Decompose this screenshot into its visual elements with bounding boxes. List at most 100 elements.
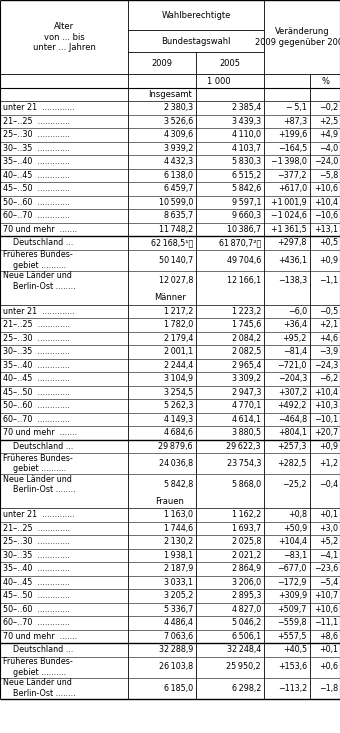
Text: 2 179,4: 2 179,4 — [164, 334, 193, 343]
Text: 11 748,2: 11 748,2 — [159, 225, 193, 234]
Text: 25 950,2: 25 950,2 — [226, 663, 261, 671]
Text: 4 614,1: 4 614,1 — [232, 415, 261, 424]
Text: 9 597,1: 9 597,1 — [232, 198, 261, 207]
Text: Insgesamt: Insgesamt — [148, 90, 192, 99]
Text: Neue Länder und
    Berlin-Ost ........: Neue Länder und Berlin-Ost ........ — [3, 678, 75, 698]
Text: 70 und mehr  .......: 70 und mehr ....... — [3, 428, 77, 438]
Text: −24,0: −24,0 — [314, 158, 338, 166]
Text: 1 782,0: 1 782,0 — [164, 320, 193, 329]
Text: 2 084,2: 2 084,2 — [232, 334, 261, 343]
Text: −23,6: −23,6 — [314, 564, 338, 573]
Text: 5 262,3: 5 262,3 — [164, 401, 193, 410]
Text: 2 021,2: 2 021,2 — [232, 550, 261, 560]
Text: 35–‥40  .............: 35–‥40 ............. — [3, 564, 70, 573]
Text: −81,4: −81,4 — [283, 347, 307, 356]
Text: %: % — [321, 76, 329, 86]
Text: −164,5: −164,5 — [278, 144, 307, 152]
Text: −5,8: −5,8 — [319, 171, 338, 180]
Text: +309,9: +309,9 — [278, 592, 307, 600]
Text: +2,5: +2,5 — [319, 117, 338, 126]
Text: −464,8: −464,8 — [278, 415, 307, 424]
Text: 5 830,3: 5 830,3 — [232, 158, 261, 166]
Text: −10,1: −10,1 — [314, 415, 338, 424]
Text: +10,7: +10,7 — [314, 592, 338, 600]
Text: 49 704,6: 49 704,6 — [227, 256, 261, 265]
Text: Deutschland ...: Deutschland ... — [3, 238, 73, 247]
Text: +50,9: +50,9 — [283, 524, 307, 533]
Text: +436,1: +436,1 — [278, 256, 307, 265]
Text: Deutschland ...: Deutschland ... — [3, 645, 73, 655]
Text: Wahlberechtigte: Wahlberechtigte — [161, 10, 231, 20]
Text: 3 206,0: 3 206,0 — [232, 578, 261, 586]
Text: Veränderung
2009 gegenüber 2005: Veränderung 2009 gegenüber 2005 — [255, 27, 340, 47]
Text: 3 309,2: 3 309,2 — [232, 375, 261, 383]
Text: 6 298,2: 6 298,2 — [232, 683, 261, 693]
Text: 35–‥40  .............: 35–‥40 ............. — [3, 361, 70, 369]
Text: 5 842,6: 5 842,6 — [232, 184, 261, 194]
Text: 3 880,5: 3 880,5 — [232, 428, 261, 438]
Text: 1 744,6: 1 744,6 — [164, 524, 193, 533]
Text: +153,6: +153,6 — [278, 663, 307, 671]
Text: 50–‥60  .............: 50–‥60 ............. — [3, 401, 70, 410]
Text: +10,4: +10,4 — [314, 198, 338, 207]
Text: +1,2: +1,2 — [319, 459, 338, 468]
Text: +257,3: +257,3 — [278, 442, 307, 451]
Text: 3 104,9: 3 104,9 — [164, 375, 193, 383]
Text: Neue Länder und
    Berlin-Ost ........: Neue Länder und Berlin-Ost ........ — [3, 271, 75, 291]
Text: −1,1: −1,1 — [319, 276, 338, 285]
Text: 40–‥45  .............: 40–‥45 ............. — [3, 375, 70, 383]
Text: 1 217,2: 1 217,2 — [164, 306, 193, 316]
Text: +509,7: +509,7 — [278, 605, 307, 614]
Text: 40–‥45  .............: 40–‥45 ............. — [3, 578, 70, 586]
Text: 1 162,2: 1 162,2 — [232, 510, 261, 519]
Text: −6,2: −6,2 — [319, 375, 338, 383]
Text: 4 432,3: 4 432,3 — [164, 158, 193, 166]
Text: +199,6: +199,6 — [278, 130, 307, 139]
Text: −25,2: −25,2 — [283, 480, 307, 489]
Text: 1 938,1: 1 938,1 — [164, 550, 193, 560]
Text: −4,1: −4,1 — [319, 550, 338, 560]
Text: 32 248,4: 32 248,4 — [227, 645, 261, 655]
Text: +617,0: +617,0 — [278, 184, 307, 194]
Text: Neue Länder und
    Berlin-Ost ........: Neue Länder und Berlin-Ost ........ — [3, 475, 75, 494]
Text: 1 000: 1 000 — [207, 76, 231, 86]
Text: 2 385,4: 2 385,4 — [232, 103, 261, 112]
Text: 3 205,2: 3 205,2 — [164, 592, 193, 600]
Text: +0,9: +0,9 — [319, 256, 338, 265]
Text: 23 754,3: 23 754,3 — [227, 459, 261, 468]
Text: 45–‥50  .............: 45–‥50 ............. — [3, 388, 70, 397]
Text: +1 361,5: +1 361,5 — [271, 225, 307, 234]
Text: −4,0: −4,0 — [319, 144, 338, 152]
Text: 6 459,7: 6 459,7 — [164, 184, 193, 194]
Text: +0,6: +0,6 — [319, 663, 338, 671]
Text: +0,5: +0,5 — [319, 238, 338, 247]
Text: 70 und mehr  .......: 70 und mehr ....... — [3, 632, 77, 641]
Text: −172,9: −172,9 — [277, 578, 307, 586]
Text: 6 185,0: 6 185,0 — [164, 683, 193, 693]
Text: +0,1: +0,1 — [319, 645, 338, 655]
Text: +3,0: +3,0 — [319, 524, 338, 533]
Text: +0,8: +0,8 — [288, 510, 307, 519]
Text: Frauen: Frauen — [156, 497, 184, 506]
Text: 4 103,7: 4 103,7 — [232, 144, 261, 152]
Text: 5 336,7: 5 336,7 — [164, 605, 193, 614]
Text: 4 684,6: 4 684,6 — [164, 428, 193, 438]
Text: 2009: 2009 — [152, 59, 172, 67]
Text: 50–‥60  .............: 50–‥60 ............. — [3, 605, 70, 614]
Text: 4 770,1: 4 770,1 — [232, 401, 261, 410]
Text: unter 21  .............: unter 21 ............. — [3, 510, 74, 519]
Text: +40,5: +40,5 — [283, 645, 307, 655]
Text: −1 398,0: −1 398,0 — [271, 158, 307, 166]
Text: 4 486,4: 4 486,4 — [164, 618, 193, 627]
Text: 5 868,0: 5 868,0 — [232, 480, 261, 489]
Text: −377,2: −377,2 — [277, 171, 307, 180]
Text: −83,1: −83,1 — [283, 550, 307, 560]
Text: 4 149,3: 4 149,3 — [164, 415, 193, 424]
Text: −559,8: −559,8 — [277, 618, 307, 627]
Text: +307,2: +307,2 — [278, 388, 307, 397]
Text: −677,0: −677,0 — [278, 564, 307, 573]
Text: 9 660,3: 9 660,3 — [232, 211, 261, 220]
Text: Alter
von ... bis
unter ... Jahren: Alter von ... bis unter ... Jahren — [33, 22, 96, 52]
Text: +1 001,9: +1 001,9 — [271, 198, 307, 207]
Text: 60–‥70  .............: 60–‥70 ............. — [3, 211, 70, 220]
